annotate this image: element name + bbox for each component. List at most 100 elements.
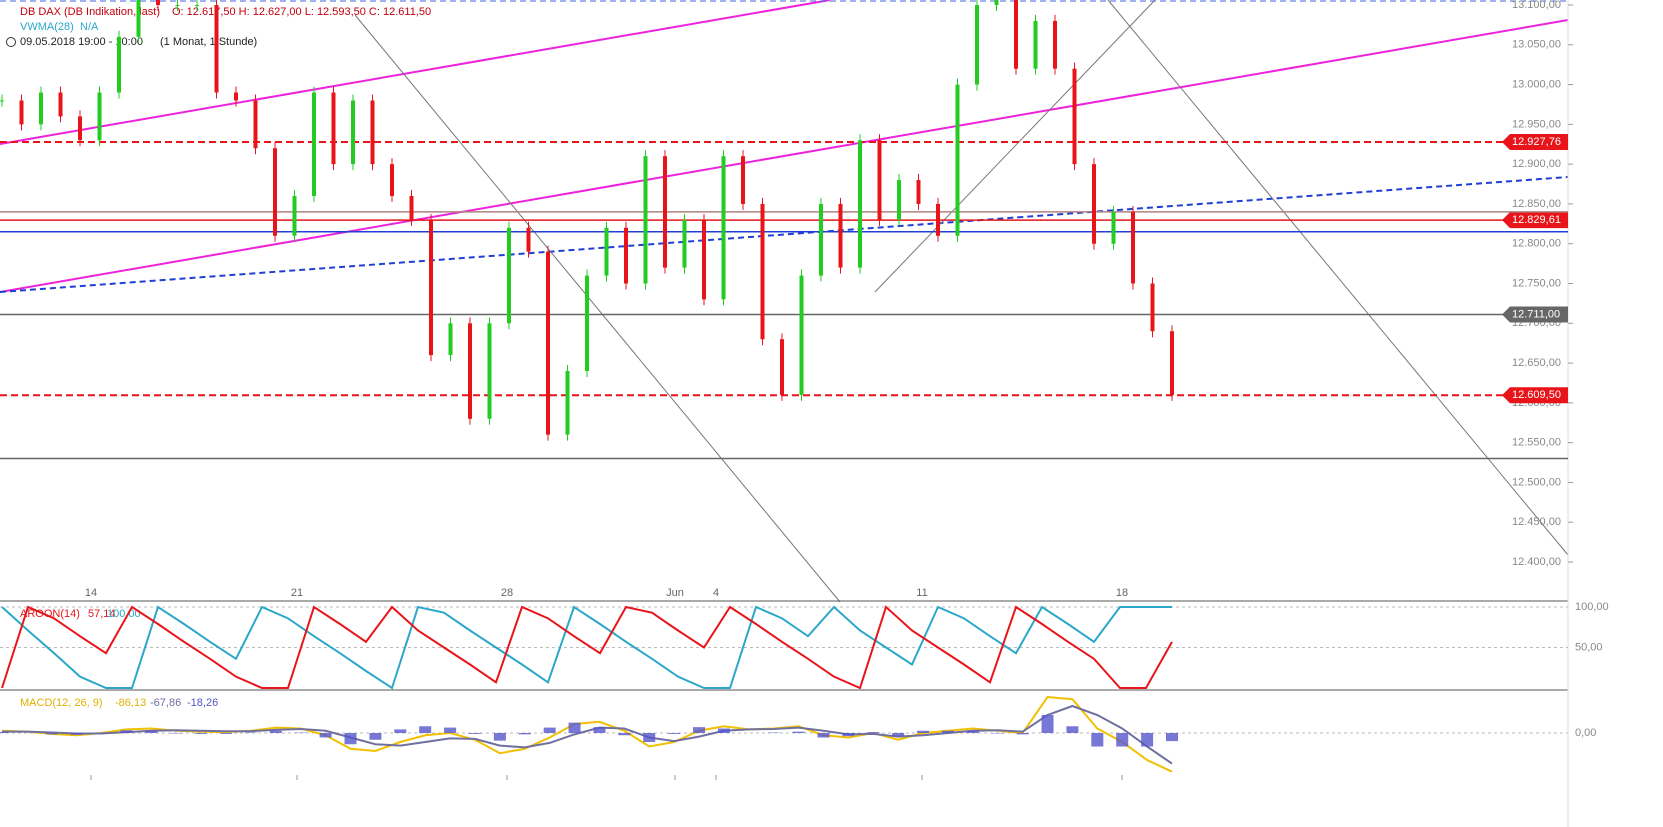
- candle: [1170, 331, 1174, 395]
- candle: [760, 203, 765, 340]
- histogram-bar: [269, 730, 282, 733]
- histogram-bar: [344, 733, 357, 745]
- histogram-bar: [195, 733, 208, 734]
- series-line: [2, 704, 1173, 765]
- trend-line: [874, 0, 1156, 293]
- candle: [429, 219, 433, 356]
- ohlc: O: 12.617,50 H: 12.627,00 L: 12.593,50 C…: [172, 6, 431, 18]
- trend-line: [0, 176, 1569, 293]
- candle: [292, 195, 297, 236]
- histogram-bar: [319, 733, 332, 738]
- histogram-bar: [1166, 733, 1178, 742]
- histogram-bar: [792, 731, 805, 733]
- y-tick-label: 13.050,00: [1512, 39, 1561, 51]
- histogram-bar: [618, 733, 631, 736]
- level-label: 12.927,76: [1512, 136, 1561, 148]
- candle: [58, 92, 63, 117]
- histogram-bar: [643, 733, 656, 742]
- histogram-bar: [668, 733, 681, 734]
- level-tag: [1502, 387, 1568, 404]
- candle: [409, 195, 414, 220]
- y-tick-label: 12.650,00: [1512, 357, 1561, 369]
- level-tag: [1502, 306, 1568, 323]
- y-tick-label: 12.900,00: [1512, 158, 1561, 170]
- period: 09.05.2018 19:00 - 10:00: [20, 36, 143, 48]
- candle: [78, 116, 82, 141]
- y-tick-label: 50,00: [1575, 641, 1603, 653]
- candle: [702, 219, 706, 300]
- instrument: DB DAX (DB Indikation, last): [20, 6, 160, 18]
- y-tick-label: 0,00: [1575, 727, 1596, 739]
- y-tick-label: 12.450,00: [1512, 516, 1561, 528]
- candle: [136, 0, 141, 37]
- histogram-bar: [941, 730, 954, 733]
- y-tick-label: 12.800,00: [1512, 238, 1561, 250]
- histogram-bar: [145, 730, 158, 733]
- candle: [234, 92, 238, 101]
- trend-line: [0, 0, 831, 145]
- candle: [955, 84, 960, 236]
- histogram-bar: [966, 730, 979, 733]
- candle: [448, 323, 453, 356]
- header: DB DAX (DB Indikation, last) O: 12.617,5…: [6, 6, 431, 709]
- candle: [604, 227, 609, 276]
- x-tick-label: 28: [501, 587, 513, 599]
- y-tick-label: 100,00: [1575, 601, 1609, 613]
- histogram-bar: [45, 733, 58, 735]
- x-tick-label: 18: [1116, 587, 1128, 599]
- candle: [1053, 20, 1057, 69]
- candle: [975, 5, 979, 85]
- candle: [663, 156, 667, 268]
- candle: [624, 227, 628, 284]
- candle: [1131, 211, 1135, 284]
- histogram-bar: [70, 733, 83, 735]
- candle: [273, 148, 277, 236]
- candle: [195, 5, 199, 6]
- macd-title: MACD(12, 26, 9): [20, 697, 103, 709]
- candle: [39, 92, 43, 125]
- level-tag: [1502, 212, 1568, 229]
- histogram-bar: [369, 733, 382, 740]
- x-tick-label: 14: [85, 587, 97, 599]
- candle: [0, 100, 4, 102]
- y-tick-label: 12.850,00: [1512, 198, 1561, 210]
- histogram-bar: [917, 730, 930, 733]
- macd-value: -86,13: [115, 697, 146, 709]
- candle: [1014, 0, 1018, 69]
- candle: [1033, 20, 1038, 69]
- candle: [682, 219, 687, 268]
- histogram-bar: [1091, 733, 1104, 747]
- candle: [1072, 68, 1077, 165]
- candle: [897, 180, 901, 220]
- candle: [331, 92, 336, 165]
- y-tick-label: 12.500,00: [1512, 476, 1561, 488]
- histogram-bar: [120, 730, 133, 733]
- candle: [799, 275, 804, 395]
- vwma: VWMA(28): [20, 21, 74, 33]
- histogram-bar: [394, 729, 407, 733]
- y-tick-label: 12.750,00: [1512, 277, 1561, 289]
- candle: [819, 203, 823, 276]
- candle: [253, 100, 258, 149]
- candle: [643, 156, 648, 284]
- level-label: 12.829,61: [1512, 214, 1561, 226]
- candle: [175, 5, 180, 6]
- histogram-bar: [493, 733, 506, 741]
- histogram-bar: [892, 733, 905, 737]
- level-label: 12.609,50: [1512, 389, 1561, 401]
- candle: [97, 92, 102, 141]
- candle: [916, 180, 921, 204]
- candle: [780, 339, 784, 395]
- candle: [507, 227, 511, 324]
- x-tick-label: 21: [291, 587, 303, 599]
- histogram-bar: [543, 727, 556, 733]
- candle: [585, 275, 589, 372]
- candle: [858, 140, 862, 268]
- histogram-bar: [444, 727, 457, 733]
- y-tick-label: 13.000,00: [1512, 78, 1561, 90]
- histogram-bar: [817, 733, 830, 738]
- aroon-down-value: 57,14: [88, 608, 116, 620]
- histogram-bar: [0, 732, 8, 733]
